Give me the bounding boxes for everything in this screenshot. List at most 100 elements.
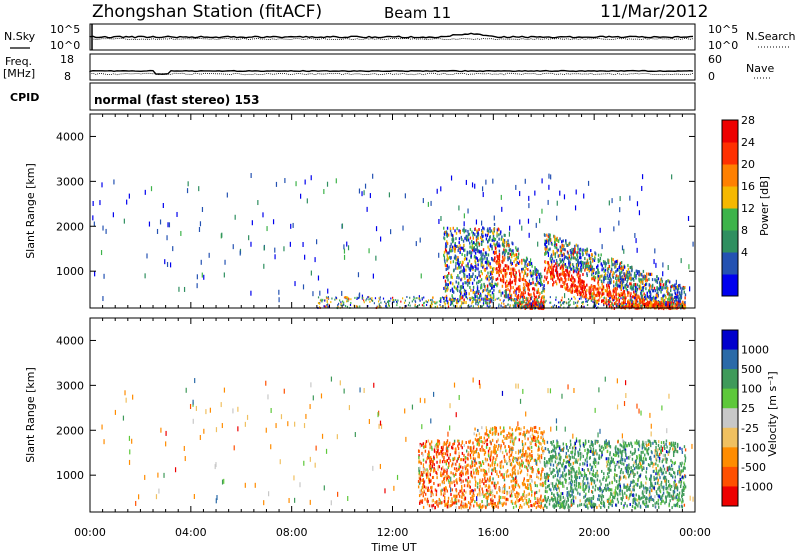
- power-echo-cell: [327, 297, 329, 300]
- power-echo-cell: [624, 300, 626, 304]
- power-echo-cell: [484, 256, 486, 260]
- power-echo-cell: [517, 287, 520, 291]
- power-heatmap: [92, 173, 694, 311]
- velocity-echo-cell: [405, 436, 407, 442]
- velocity-echo-cell: [673, 471, 676, 475]
- power-echo-cell: [470, 288, 472, 292]
- power-echo-cell: [619, 207, 621, 213]
- velocity-echo-cell: [426, 468, 428, 472]
- power-echo-cell: [272, 219, 275, 225]
- power-echo-cell: [443, 286, 445, 290]
- power-echo-cell: [499, 269, 501, 273]
- power-echo-cell: [335, 296, 337, 299]
- velocity-echo-cell: [618, 465, 620, 469]
- power-echo-cell: [609, 276, 612, 280]
- power-echo-cell: [583, 280, 585, 284]
- power-echo-cell: [586, 252, 588, 256]
- power-echo-cell: [342, 303, 344, 306]
- power-echo-cell: [196, 274, 198, 280]
- power-echo-cell: [635, 289, 637, 293]
- power-echo-cell: [112, 212, 114, 218]
- velocity-echo-cell: [635, 493, 637, 497]
- power-echo-cell: [555, 298, 557, 301]
- velocity-echo-cell: [449, 487, 452, 493]
- power-echo-cell: [514, 289, 516, 293]
- power-echo-cell: [581, 286, 584, 290]
- velocity-echo-cell: [677, 470, 679, 474]
- power-echo-cell: [543, 268, 546, 272]
- power-echo-cell: [324, 299, 326, 302]
- velocity-echo-cell: [519, 464, 521, 470]
- power-echo-cell: [208, 252, 210, 258]
- power-echo-cell: [458, 299, 461, 302]
- velocity-echo-cell: [505, 502, 507, 506]
- power-echo-cell: [552, 270, 554, 274]
- power-echo-cell: [516, 296, 518, 300]
- velocity-echo-cell: [547, 461, 549, 465]
- power-echo-cell: [594, 296, 596, 299]
- power-echo-cell: [604, 288, 607, 292]
- velocity-echo-cell: [129, 449, 131, 455]
- power-echo-cell: [453, 246, 455, 250]
- power-echo-cell: [444, 248, 447, 252]
- power-echo-cell: [423, 296, 425, 299]
- power-echo-cell: [473, 255, 476, 259]
- power-echo-cell: [444, 302, 446, 306]
- power-echo-cell: [524, 291, 526, 295]
- velocity-echo-cell: [547, 388, 549, 394]
- power-echo-cell: [642, 275, 644, 279]
- velocity-echo-cell: [471, 494, 473, 498]
- velocity-echo-cell: [487, 479, 490, 483]
- power-echo-cell: [446, 226, 449, 230]
- power-echo-cell: [571, 286, 573, 290]
- power-echo-cell: [632, 287, 635, 291]
- power-echo-cell: [613, 271, 615, 275]
- velocity-echo-cell: [526, 459, 528, 463]
- power-echo-cell: [471, 246, 473, 250]
- power-echo-cell: [492, 250, 495, 254]
- velocity-echo-cell: [482, 461, 485, 465]
- power-echo-cell: [471, 248, 474, 252]
- velocity-echo-cell: [483, 470, 486, 474]
- power-echo-cell: [396, 300, 398, 303]
- power-echo-cell: [105, 228, 107, 234]
- power-echo-cell: [537, 280, 539, 284]
- velocity-echo-cell: [649, 464, 651, 468]
- power-echo-cell: [528, 195, 530, 201]
- power-echo-cell: [450, 249, 453, 253]
- cpid-text: normal (fast stereo) 153: [94, 93, 260, 107]
- velocity-echo-cell: [431, 506, 434, 510]
- power-echo-cell: [629, 282, 631, 286]
- power-echo-cell: [434, 302, 436, 305]
- power-echo-cell: [248, 235, 250, 241]
- velocity-echo-cell: [418, 494, 421, 498]
- power-echo-cell: [502, 306, 504, 309]
- power-echo-cell: [556, 261, 558, 265]
- power-echo-cell: [601, 244, 603, 250]
- power-echo-cell: [571, 290, 573, 294]
- velocity-echo-cell: [632, 468, 634, 472]
- power-echo-cell: [509, 304, 511, 307]
- power-echo-cell: [607, 258, 609, 262]
- power-echo-cell: [469, 305, 471, 308]
- power-echo-cell: [487, 263, 490, 267]
- power-echo-cell: [492, 232, 495, 236]
- power-echo-cell: [514, 282, 517, 286]
- power-echo-cell: [617, 296, 620, 299]
- power-echo-cell: [476, 248, 478, 252]
- velocity-echo-cell: [680, 480, 683, 484]
- power-echo-cell: [203, 274, 205, 280]
- power-echo-cell: [676, 288, 679, 292]
- power-echo-cell: [585, 264, 587, 268]
- power-echo-cell: [508, 282, 510, 286]
- power-echo-cell: [540, 296, 543, 300]
- velocity-echo-cell: [540, 502, 542, 506]
- power-echo-cell: [644, 302, 646, 306]
- power-echo-cell: [563, 282, 565, 286]
- power-echo-cell: [536, 279, 538, 283]
- power-echo-cell: [626, 275, 628, 279]
- velocity-echo-cell: [596, 452, 598, 456]
- velocity-echo-cell: [373, 382, 375, 388]
- power-echo-cell: [616, 260, 618, 264]
- power-echo-cell: [515, 278, 517, 282]
